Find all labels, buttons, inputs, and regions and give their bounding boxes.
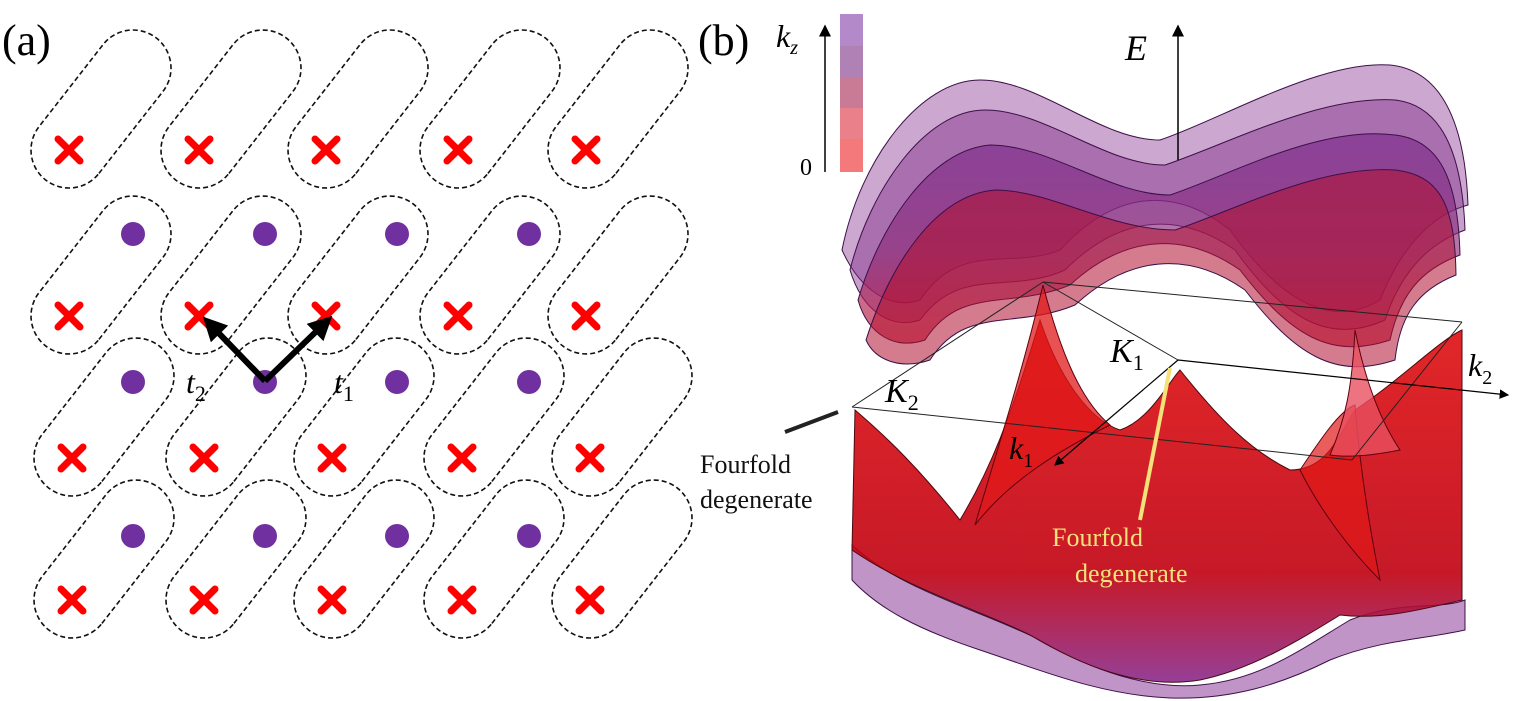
k1-axis — [1054, 359, 1179, 466]
cross-site-10 — [57, 443, 87, 473]
bz-edge-3 — [1351, 321, 1463, 461]
dot-site-6 — [385, 370, 409, 394]
dot-site-1 — [253, 222, 277, 246]
dot-site-8 — [121, 524, 145, 548]
colorbar-cell-1 — [840, 14, 863, 46]
cross-site-13 — [447, 443, 477, 473]
kz-axis-label: kz — [776, 18, 798, 59]
left-annotation-line-2: degenerate — [700, 485, 813, 514]
upper-bands — [841, 64, 1469, 368]
dot-site-3 — [517, 222, 541, 246]
lattice-dots — [121, 222, 541, 548]
t1-arrow — [262, 315, 333, 384]
dot-site-10 — [385, 524, 409, 548]
t2-arrow — [202, 316, 268, 384]
cross-site-8 — [443, 301, 473, 331]
dimer-outline-17 — [293, 479, 435, 639]
dot-site-11 — [517, 524, 541, 548]
cross-site-9 — [571, 301, 601, 331]
cross-site-16 — [189, 585, 219, 615]
dimer-outline-10 — [33, 337, 175, 497]
colorbar-cell-4 — [840, 108, 863, 139]
kz-colorbar: kz 0 — [776, 14, 863, 181]
k1-axis-label: k1 — [1009, 430, 1033, 472]
hopping-arrows — [202, 315, 333, 384]
cross-site-11 — [189, 443, 219, 473]
panel-b-label: (b) — [698, 16, 749, 65]
dimer-outlines — [30, 29, 693, 639]
dimer-outline-12 — [293, 337, 435, 497]
bz-edge-2 — [1042, 281, 1463, 323]
dimer-outline-7 — [287, 195, 429, 355]
dimer-outline-18 — [423, 479, 565, 639]
bz-wireframe — [851, 281, 1463, 461]
cross-site-3 — [443, 135, 473, 165]
t2-label: t2 — [186, 364, 206, 406]
cross-site-12 — [317, 443, 347, 473]
colorbar-cell-2 — [840, 46, 863, 77]
colorbar-cell-3 — [840, 77, 863, 108]
dimer-outline-11 — [165, 337, 307, 497]
upper-cone-right — [1329, 329, 1401, 457]
center-annotation-line-2: degenerate — [1075, 559, 1188, 588]
bz-edge-5 — [1042, 281, 1179, 361]
dot-site-9 — [253, 524, 277, 548]
dot-site-2 — [385, 222, 409, 246]
dimer-outline-6 — [160, 195, 302, 355]
left-annotation-pointer — [784, 410, 839, 434]
colorbar-zero-label: 0 — [800, 155, 812, 181]
K2-point-label: K2 — [884, 373, 919, 415]
dot-site-0 — [121, 222, 145, 246]
cross-site-5 — [54, 301, 84, 331]
cross-site-18 — [447, 585, 477, 615]
momentum-axes: E k2 k1 — [1009, 24, 1510, 472]
dimer-outline-2 — [287, 29, 429, 189]
cross-site-2 — [311, 135, 341, 165]
panel-a-label: (a) — [2, 16, 51, 65]
left-annotation: Fourfold degenerate — [700, 410, 839, 514]
t1-label: t1 — [334, 364, 354, 406]
left-annotation-line-1: Fourfold — [700, 450, 791, 479]
cross-site-0 — [54, 135, 84, 165]
energy-axis-label: E — [1124, 28, 1147, 68]
dimer-outline-19 — [551, 479, 693, 639]
dimer-outline-4 — [547, 29, 689, 189]
dimer-outline-3 — [419, 29, 561, 189]
dimer-outline-13 — [423, 337, 565, 497]
dimer-outline-15 — [33, 479, 175, 639]
lower-bands — [851, 284, 1466, 699]
dimer-outline-1 — [160, 29, 302, 189]
cross-site-15 — [57, 585, 87, 615]
dimer-outline-5 — [30, 195, 172, 355]
cross-site-1 — [184, 135, 214, 165]
center-annotation-pointer — [1138, 367, 1172, 521]
dimer-outline-9 — [547, 195, 689, 355]
center-annotation: Fourfold degenerate — [1052, 367, 1188, 588]
k2-axis-label: k2 — [1468, 347, 1492, 389]
dot-site-7 — [517, 370, 541, 394]
dimer-outline-14 — [551, 337, 693, 497]
panel-a: (a) t1 t2 — [2, 16, 693, 639]
bz-edge-1 — [851, 281, 1044, 408]
dimer-outline-16 — [165, 479, 307, 639]
cross-site-4 — [571, 135, 601, 165]
K1-point-label: K1 — [1109, 333, 1144, 375]
cross-site-19 — [575, 585, 605, 615]
dot-site-4 — [121, 370, 145, 394]
panel-b: (b) kz 0 — [698, 14, 1510, 699]
right-cone — [1299, 404, 1381, 582]
k2-axis — [1177, 359, 1510, 399]
colorbar-cell-5 — [840, 139, 863, 172]
cross-site-17 — [317, 585, 347, 615]
cross-site-14 — [575, 443, 605, 473]
bz-edge-4 — [851, 406, 1353, 461]
dimer-outline-8 — [419, 195, 561, 355]
left-cone — [974, 284, 1111, 526]
dimer-outline-0 — [30, 29, 172, 189]
center-annotation-line-1: Fourfold — [1052, 523, 1143, 552]
